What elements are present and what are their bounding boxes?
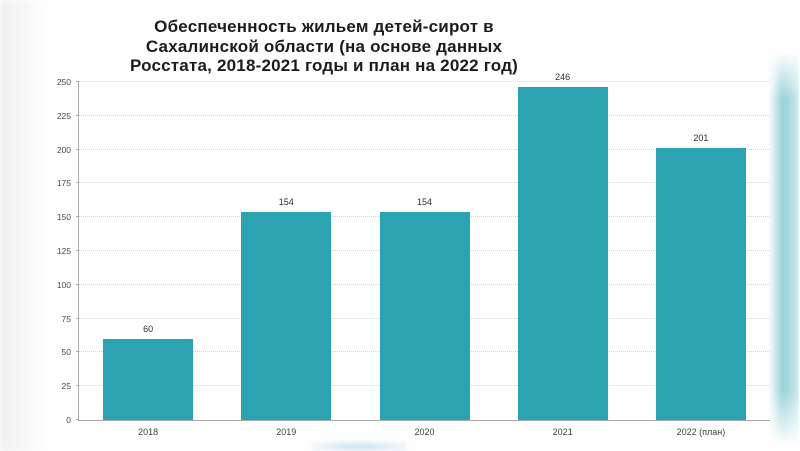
right-edge-teal-glow: [769, 52, 799, 445]
x-axis-label-2020: 2020: [414, 427, 435, 437]
gridline-y-175: [79, 182, 770, 184]
chart-title-line-1: Обеспеченность жильем детей-сирот в: [154, 17, 494, 36]
y-axis-tick-label-0: 0: [66, 415, 71, 425]
left-edge-blur: [0, 0, 46, 451]
chart-title: Обеспеченность жильем детей-сирот в Саха…: [88, 17, 560, 76]
bottom-edge-smudge: [312, 442, 407, 451]
bar-2020: [379, 211, 470, 420]
y-tick-mark-125: [76, 250, 79, 251]
gridline-y-200: [79, 148, 770, 150]
bar-slot-2022 (план): 201 2022 (план): [655, 82, 746, 437]
y-axis-tick-label-75: 75: [61, 313, 71, 324]
gridline-y-250: [79, 81, 770, 82]
y-tick-mark-200: [76, 148, 79, 150]
bar-value-label-2019: 154: [278, 196, 294, 207]
y-tick-mark-0: [76, 419, 79, 420]
bar-slot-2021: 246 2021: [517, 72, 608, 437]
y-tick-mark-225: [76, 114, 79, 116]
bar-value-label-2020: 154: [416, 196, 433, 207]
bar-2019: [241, 211, 332, 420]
y-axis-tick-label-100: 100: [56, 279, 71, 290]
bar-slot-2020: 154 2020: [379, 82, 470, 437]
bar-2021: [517, 87, 608, 420]
y-axis-tick-label-200: 200: [56, 144, 71, 155]
y-tick-mark-100: [76, 283, 79, 285]
y-tick-mark-150: [76, 216, 79, 218]
chart-title-line-2: Сахалинской области (на основе данных: [145, 36, 503, 56]
y-axis-tick-label-225: 225: [56, 110, 71, 121]
y-tick-mark-250: [76, 81, 79, 82]
y-axis-tick-label-125: 125: [56, 246, 71, 256]
chart-title-line-3: Росстата, 2018-2021 годы и план на 2022 …: [129, 56, 518, 75]
y-axis-tick-label-50: 50: [61, 347, 71, 358]
x-axis-label-2018: 2018: [138, 427, 159, 437]
y-axis-tick-label-250: 250: [56, 77, 71, 87]
bar-slot-2019: 154 2019: [241, 82, 332, 437]
x-axis-label-2022 (план): 2022 (план): [676, 427, 726, 437]
bar-slot-2018: 60 2018: [103, 82, 194, 437]
y-axis-tick-label-25: 25: [61, 381, 71, 392]
gridline-y-225: [79, 114, 770, 116]
bar-value-label-2018: 60: [143, 323, 154, 334]
bar-value-label-2022 (план): 201: [693, 133, 709, 144]
y-tick-mark-175: [76, 182, 79, 184]
x-axis-label-2019: 2019: [276, 427, 297, 437]
y-tick-mark-75: [76, 317, 79, 319]
bar-value-label-2021: 246: [555, 72, 571, 83]
y-axis-tick-label-150: 150: [56, 212, 71, 223]
plot-area: 0 25 50 75 100 125 150 175 200 225 250 60 2018 154 201…: [57, 72, 770, 437]
bar-2022 (план): [655, 148, 746, 420]
y-axis-tick-label-175: 175: [56, 178, 71, 189]
x-axis-label-2021: 2021: [552, 427, 573, 437]
y-tick-mark-50: [76, 351, 79, 353]
y-tick-mark-25: [76, 385, 79, 387]
bar-2018: [103, 338, 194, 420]
